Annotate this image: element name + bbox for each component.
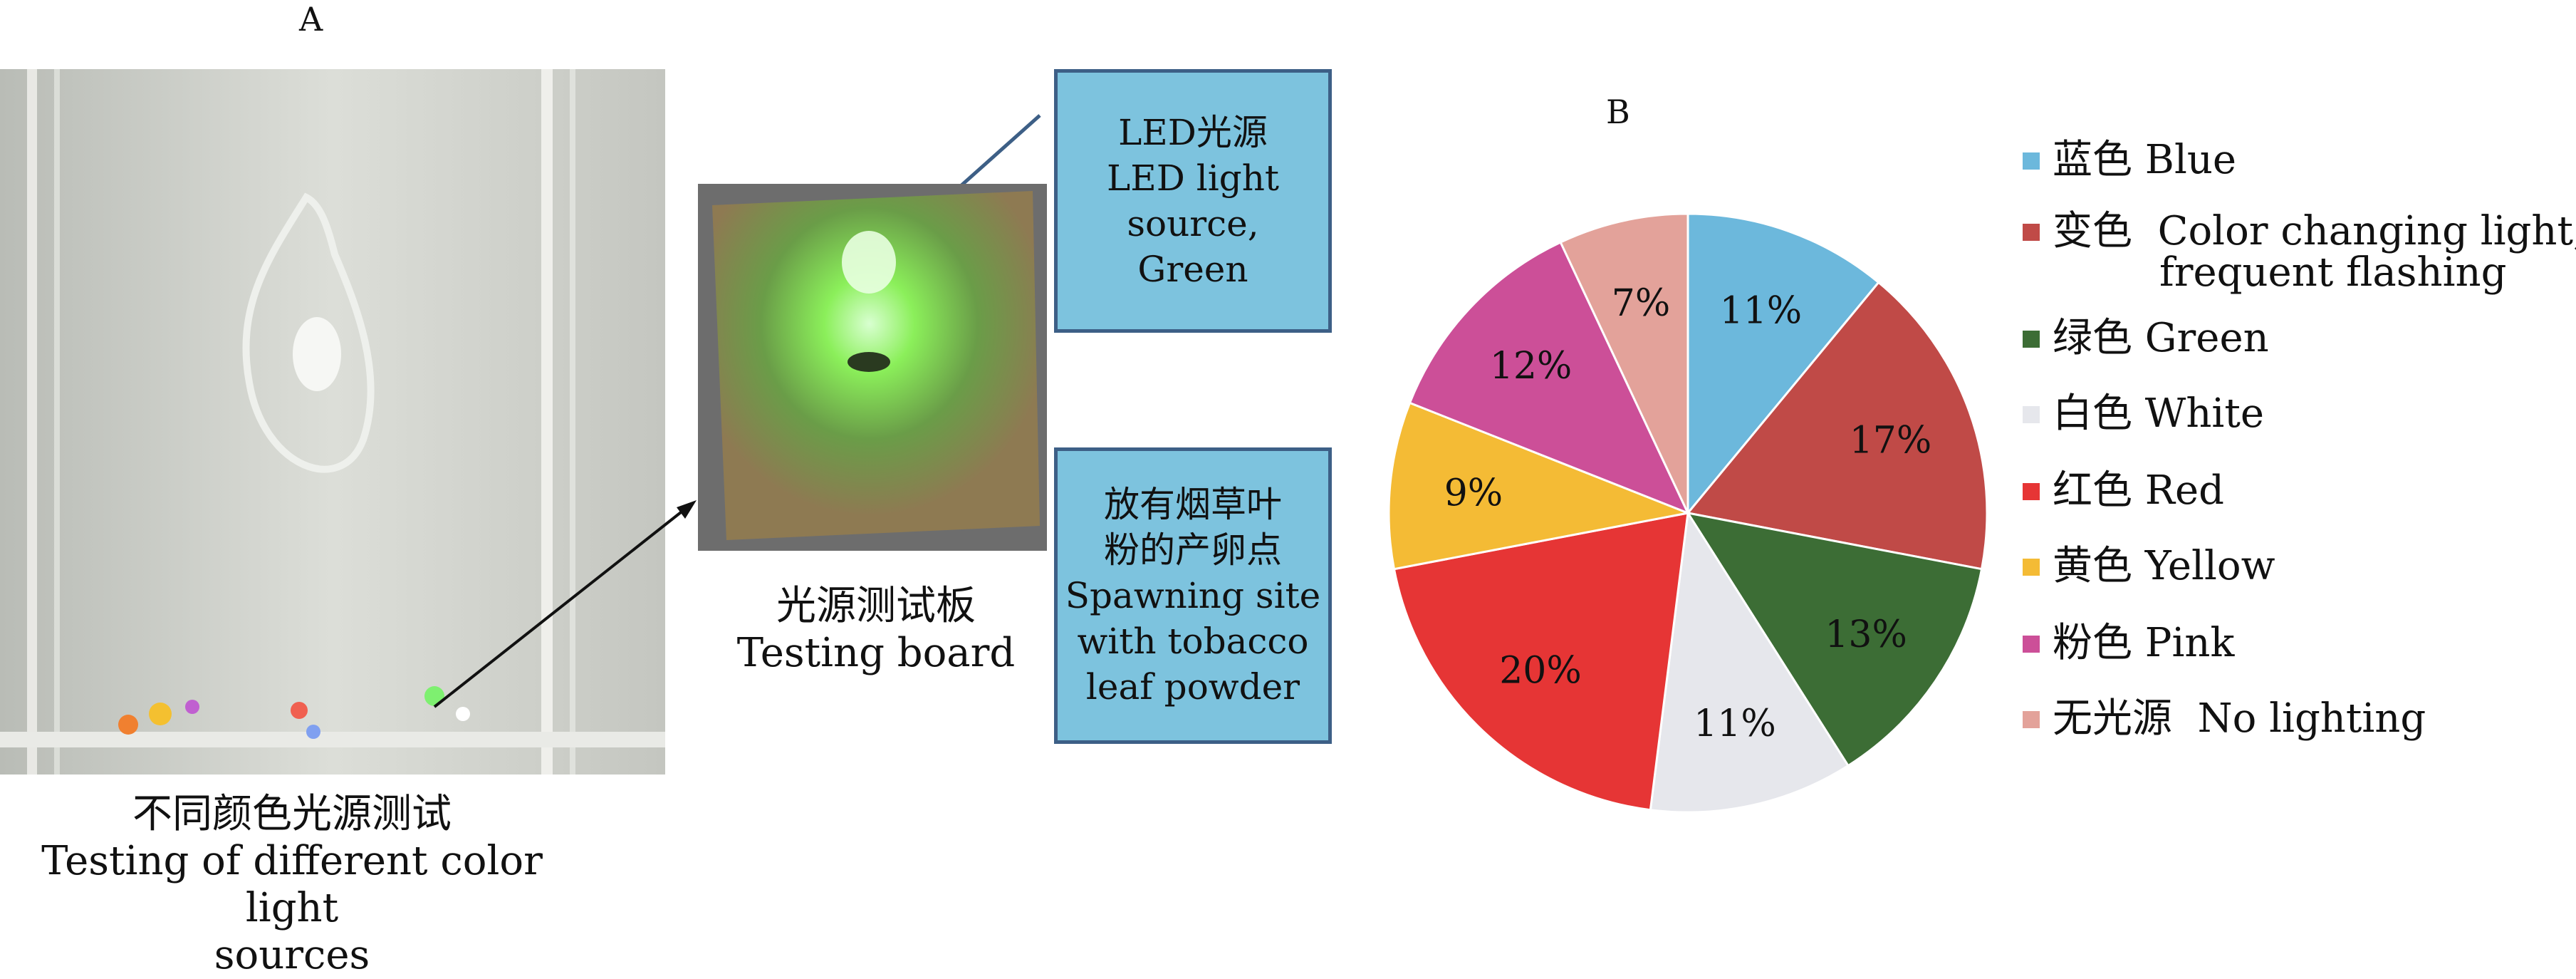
callout-led-line-1: LED光源 [1118,112,1268,153]
panel-a-letter: A [299,0,323,38]
callout-led-source: LED光源 LED light source, Green [1054,69,1332,333]
photo-caption-zh: 不同颜色光源测试 [132,791,452,837]
legend-label-line: 变色 Color changing light, [2053,208,2576,254]
board-caption: 光源测试板 Testing board [726,583,1026,677]
legend-label-line: 粉色 Pink [2053,620,2235,666]
pie-slice [1649,509,1850,814]
legend-label: 无光源 No lighting [2053,698,2426,740]
callout-spawn-line-2: 粉的产卵点 [1104,529,1282,571]
panel-b-letter: B [1606,93,1630,131]
callout-spawn-line-5: leaf powder [1085,666,1300,708]
legend-label-line: 红色 Red [2053,467,2224,514]
legend-label: 粉色 Pink [2053,623,2234,664]
legend-swatch [2023,406,2040,423]
pie-slice-label: 11% [1720,289,1803,332]
legend-label: 黄色 Yellow [2053,546,2275,587]
legend-label-line: 蓝色 Blue [2053,137,2237,183]
callout-led-line-4: Green [1137,249,1248,290]
legend-label-line: 白色 White [2053,390,2264,437]
callout-spawn-line-4: with tobacco [1077,621,1309,662]
legend-swatch [2023,711,2040,728]
legend-swatch [2023,152,2040,170]
legend-swatch [2023,331,2040,348]
pie-slice-label: 9% [1444,472,1503,515]
photo-caption: 不同颜色光源测试 Testing of different color ligh… [0,791,584,979]
callout-spawning-site: 放有烟草叶 粉的产卵点 Spawning site with tobacco l… [1054,447,1332,744]
legend-label-line: 无光源 No lighting [2053,695,2426,742]
legend-label: 白色 White [2053,393,2264,435]
legend-label-line: frequent flashing [2159,249,2507,296]
legend-label-line: 绿色 Green [2053,315,2269,361]
pie-slice-label: 17% [1850,420,1932,462]
photo-caption-en-2: sources [214,932,370,978]
pie-slice [1686,281,1988,571]
board-caption-en: Testing board [736,630,1016,676]
callout-led-line-3: source, [1127,203,1259,244]
pie-slice [1686,212,1880,517]
callout-spawn-line-3: Spawning site [1065,575,1321,616]
pie-slice-label: 7% [1612,282,1671,325]
legend-swatch [2023,559,2040,576]
callout-led-line-2: LED light [1107,157,1279,199]
pie-slice [1387,401,1692,571]
legend-swatch [2023,224,2040,241]
pie-slice [1685,511,1983,767]
pie-slice [1559,212,1689,514]
legend-item: 红色 Red [2023,470,2224,512]
legend-item: 蓝色 Blue [2023,140,2236,181]
pie-slice-label: 11% [1694,703,1776,745]
callout-spawn-line-1: 放有烟草叶 [1104,484,1282,525]
legend-item: 变色 Color changing light, frequent flashin… [2023,211,2576,294]
legend-item: 绿色 Green [2023,318,2269,359]
pie-slice [1408,240,1690,515]
board-caption-zh: 光源测试板 [776,583,976,629]
legend-item: 粉色 Pink [2023,623,2234,664]
legend-label: 红色 Red [2053,470,2224,512]
cage-test-photo [0,69,665,775]
legend-label: 绿色 Green [2053,318,2269,359]
legend-item: 白色 White [2023,393,2264,435]
pie-slice-label: 13% [1825,613,1907,656]
pie-chart: 11% 17% 13% 11% 20% 9% 12% 7% [1387,212,1988,814]
legend-swatch [2023,483,2040,500]
photo-caption-en-1: Testing of different color light [41,838,543,931]
pie-slice-label: 20% [1499,649,1582,692]
pie-slice-label: 12% [1490,345,1573,388]
legend-swatch [2023,636,2040,653]
legend-label: 变色 Color changing light, frequent flashin… [2053,211,2576,294]
pie-slice [1392,512,1689,812]
legend-label: 蓝色 Blue [2053,140,2236,181]
legend-label-line: 黄色 Yellow [2053,543,2275,589]
testing-board-photo [698,184,1047,551]
legend-item: 无光源 No lighting [2023,698,2426,740]
legend-item: 黄色 Yellow [2023,546,2275,587]
